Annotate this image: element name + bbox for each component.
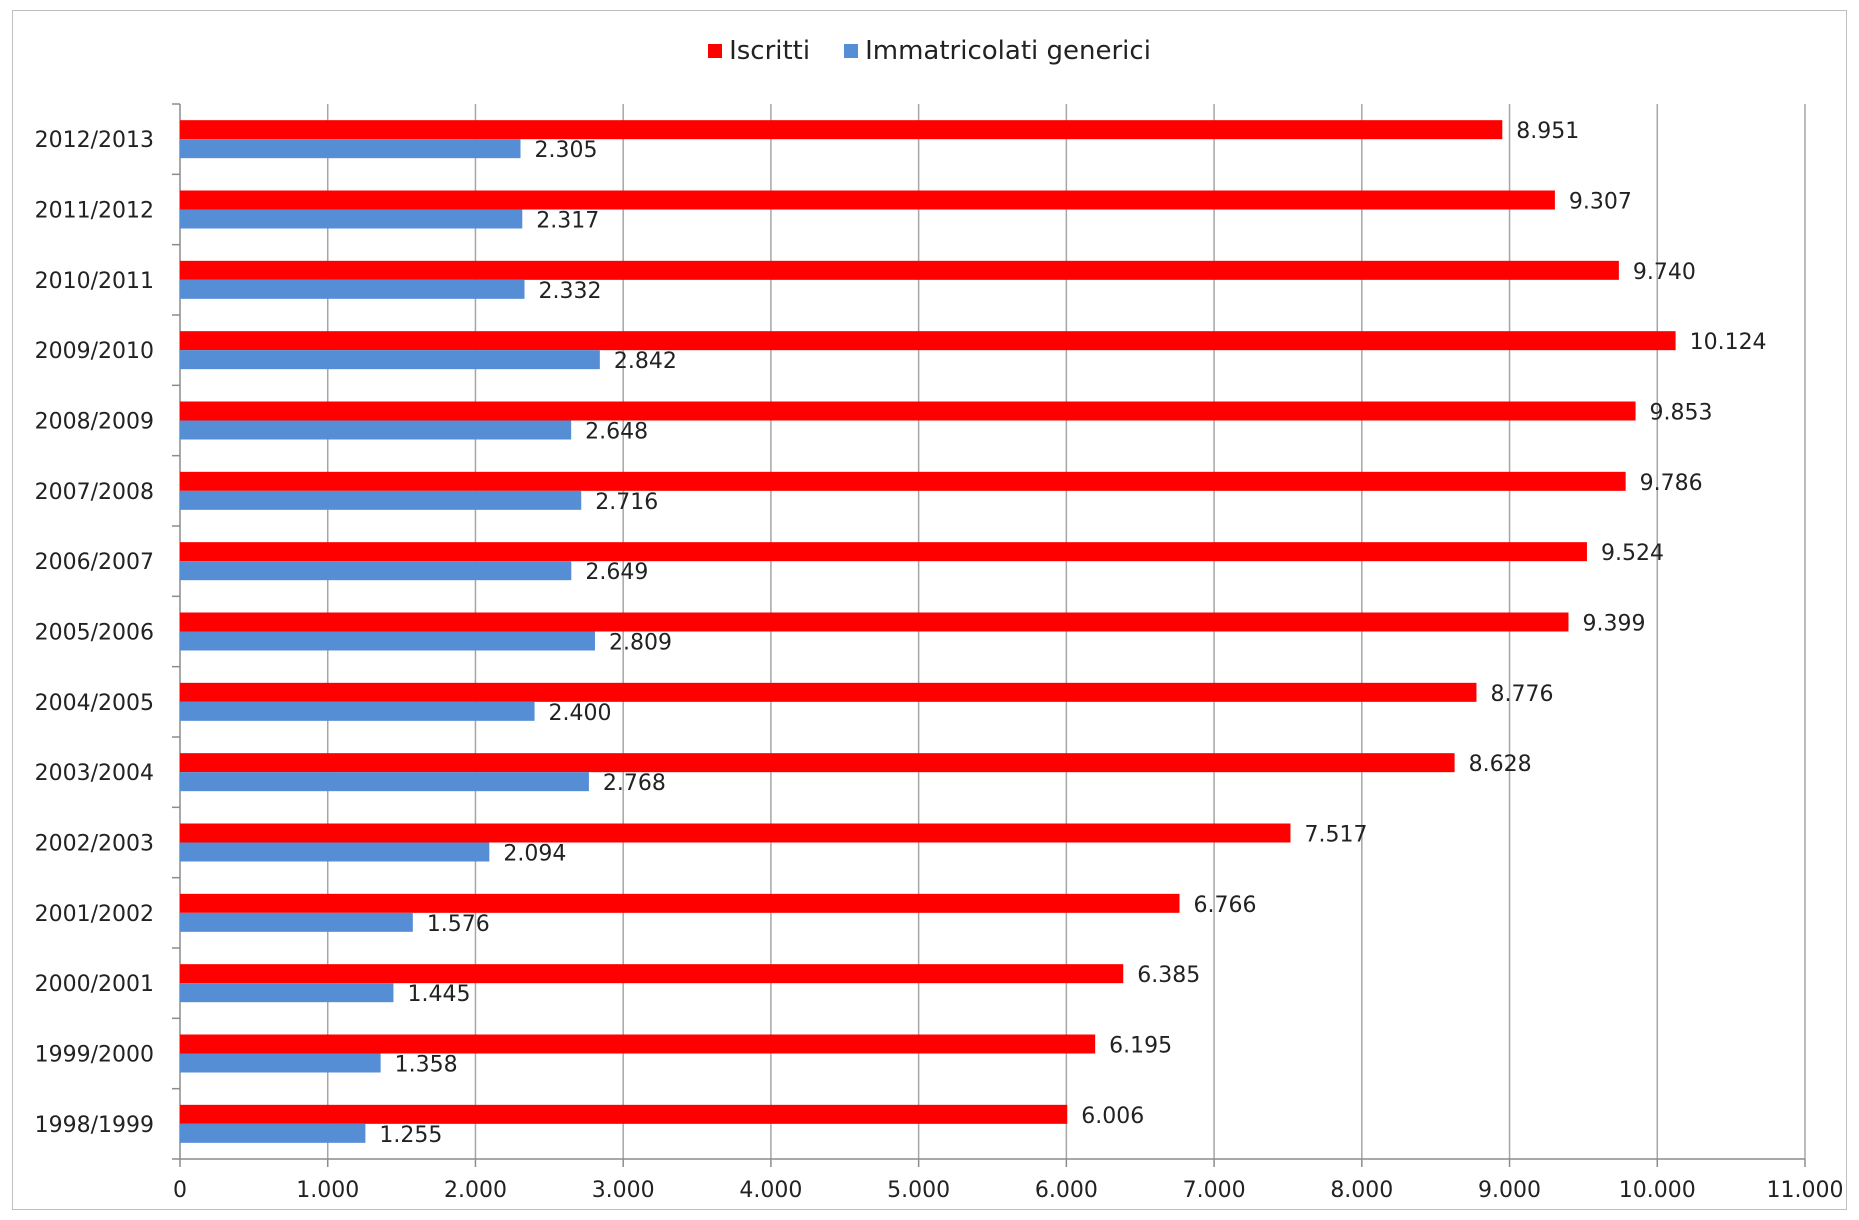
bar-iscritti xyxy=(180,893,1180,913)
bar-immatricolati xyxy=(180,1053,381,1073)
bar-immatricolati xyxy=(180,561,572,581)
legend-item-iscritti: Iscritti xyxy=(708,36,810,66)
legend-item-immatricolati: Immatricolati generici xyxy=(844,36,1151,66)
bar-immatricolati xyxy=(180,1123,366,1143)
data-label-immatricolati: 2.305 xyxy=(535,138,598,163)
y-tick-label: 1999/2000 xyxy=(35,1043,154,1068)
bar-iscritti xyxy=(180,190,1555,210)
data-label-iscritti: 6.385 xyxy=(1137,963,1200,988)
data-label-iscritti: 9.399 xyxy=(1582,612,1645,637)
y-tick-label: 2000/2001 xyxy=(35,972,154,997)
data-label-immatricolati: 1.255 xyxy=(379,1123,442,1148)
data-label-immatricolati: 1.358 xyxy=(395,1053,458,1078)
legend-swatch-iscritti xyxy=(708,44,723,58)
bar-iscritti xyxy=(180,401,1636,421)
y-tick-label: 2005/2006 xyxy=(35,621,154,646)
x-tick-label: 0 xyxy=(173,1178,187,1203)
x-tick-label: 7.000 xyxy=(1183,1178,1246,1203)
bar-immatricolati xyxy=(180,279,525,299)
bar-iscritti xyxy=(180,542,1587,562)
x-tick-label: 5.000 xyxy=(887,1178,950,1203)
data-label-iscritti: 8.628 xyxy=(1469,752,1532,777)
y-tick-label: 2002/2003 xyxy=(35,832,154,857)
data-label-immatricolati: 2.716 xyxy=(595,490,658,515)
bar-immatricolati xyxy=(180,983,394,1003)
y-tick-label: 1998/1999 xyxy=(35,1113,154,1138)
data-label-iscritti: 7.517 xyxy=(1304,823,1367,848)
y-tick-label: 2004/2005 xyxy=(35,691,154,716)
bar-iscritti xyxy=(180,753,1455,773)
data-label-iscritti: 10.124 xyxy=(1690,330,1767,355)
x-tick-label: 3.000 xyxy=(592,1178,655,1203)
data-label-iscritti: 9.853 xyxy=(1650,401,1713,426)
legend-swatch-immatricolati xyxy=(844,44,859,58)
y-tick-label: 2011/2012 xyxy=(35,199,154,224)
data-label-iscritti: 9.524 xyxy=(1601,541,1664,566)
x-tick-label: 11.000 xyxy=(1767,1178,1844,1203)
bar-iscritti xyxy=(180,823,1291,843)
bar-iscritti xyxy=(180,1104,1068,1124)
bar-iscritti xyxy=(180,612,1569,632)
legend-label-iscritti: Iscritti xyxy=(729,36,811,66)
x-tick-label: 1.000 xyxy=(296,1178,359,1203)
bar-immatricolati xyxy=(180,631,595,651)
bar-immatricolati xyxy=(180,420,572,440)
data-label-iscritti: 6.766 xyxy=(1194,893,1257,918)
data-label-iscritti: 8.776 xyxy=(1490,682,1553,707)
y-tick-label: 2003/2004 xyxy=(35,761,154,786)
data-label-immatricolati: 1.445 xyxy=(407,982,470,1007)
bar-immatricolati xyxy=(180,350,600,370)
data-label-iscritti: 9.786 xyxy=(1640,471,1703,496)
data-label-immatricolati: 2.648 xyxy=(585,420,648,445)
data-label-immatricolati: 2.094 xyxy=(503,842,566,867)
bar-immatricolati xyxy=(180,701,535,721)
data-label-iscritti: 9.307 xyxy=(1569,190,1632,215)
y-tick-label: 2010/2011 xyxy=(35,269,154,294)
x-tick-label: 10.000 xyxy=(1619,1178,1696,1203)
x-tick-label: 2.000 xyxy=(444,1178,507,1203)
legend-label-immatricolati: Immatricolati generici xyxy=(865,36,1151,66)
y-tick-label: 2008/2009 xyxy=(35,410,154,435)
y-tick-label: 2009/2010 xyxy=(35,339,154,364)
data-label-immatricolati: 1.576 xyxy=(427,912,490,937)
x-tick-label: 9.000 xyxy=(1478,1178,1541,1203)
y-tick-label: 2007/2008 xyxy=(35,480,154,505)
data-label-immatricolati: 2.649 xyxy=(585,560,648,585)
bar-immatricolati xyxy=(180,842,490,862)
y-tick-label: 2012/2013 xyxy=(35,128,154,153)
data-label-iscritti: 8.951 xyxy=(1516,119,1579,144)
x-tick-label: 8.000 xyxy=(1330,1178,1393,1203)
x-tick-label: 4.000 xyxy=(739,1178,802,1203)
data-label-iscritti: 9.740 xyxy=(1633,260,1696,285)
y-tick-label: 2006/2007 xyxy=(35,550,154,575)
data-label-iscritti: 6.195 xyxy=(1109,1034,1172,1059)
bar-iscritti xyxy=(180,120,1503,140)
bar-iscritti xyxy=(180,471,1626,491)
data-label-immatricolati: 2.400 xyxy=(549,701,612,726)
bar-immatricolati xyxy=(180,772,589,792)
bar-immatricolati xyxy=(180,912,413,932)
data-label-immatricolati: 2.842 xyxy=(614,349,677,374)
y-tick-label: 2001/2002 xyxy=(35,902,154,927)
bar-iscritti xyxy=(180,682,1477,702)
legend: Iscritti Immatricolati generici xyxy=(0,36,1859,66)
bar-immatricolati xyxy=(180,490,582,510)
x-tick-label: 6.000 xyxy=(1035,1178,1098,1203)
data-label-iscritti: 6.006 xyxy=(1081,1104,1144,1129)
bar-iscritti xyxy=(180,1034,1096,1054)
bar-iscritti xyxy=(180,260,1619,280)
data-label-immatricolati: 2.332 xyxy=(539,279,602,304)
bar-iscritti xyxy=(180,331,1676,351)
data-label-immatricolati: 2.317 xyxy=(536,209,599,234)
data-label-immatricolati: 2.768 xyxy=(603,771,666,796)
bar-immatricolati xyxy=(180,209,523,229)
bar-iscritti xyxy=(180,964,1124,984)
bar-immatricolati xyxy=(180,139,521,159)
data-label-immatricolati: 2.809 xyxy=(609,631,672,656)
